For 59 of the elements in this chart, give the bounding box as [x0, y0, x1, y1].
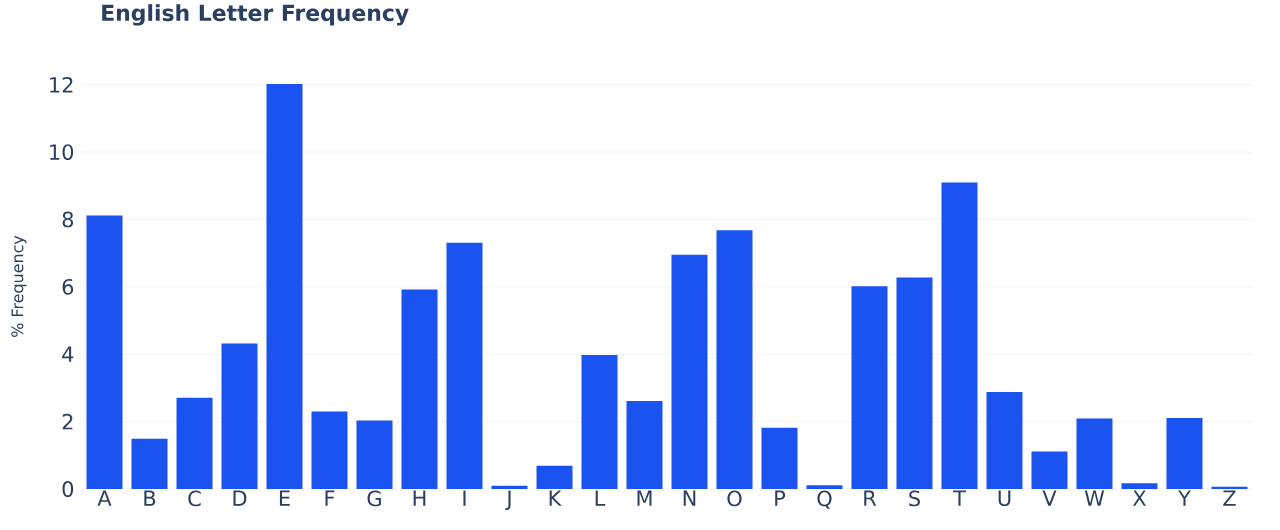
bar: [401, 289, 438, 489]
y-axis-title: % Frequency: [11, 235, 27, 337]
x-tick-label: C: [188, 490, 201, 507]
bar: [266, 83, 303, 489]
x-tick-label: R: [864, 490, 877, 506]
y-tick-label: 0: [62, 481, 74, 497]
bar: [446, 242, 483, 489]
bar: [311, 411, 348, 489]
bar: [671, 254, 708, 489]
bar: [131, 438, 168, 489]
x-tick-label: Y: [1178, 490, 1191, 506]
x-tick-label: D: [233, 490, 247, 506]
x-tick-label: V: [1042, 490, 1057, 506]
x-tick-label: H: [413, 490, 426, 506]
bar: [761, 427, 798, 489]
y-tick-label: 6: [62, 278, 74, 295]
bar: [806, 485, 843, 489]
bar: [86, 215, 123, 489]
y-tick-label: 8: [62, 211, 74, 228]
x-tick-label: S: [909, 490, 920, 507]
x-tick-label: B: [144, 490, 156, 506]
bar: [581, 354, 618, 489]
x-tick-label: U: [998, 490, 1011, 507]
bar: [941, 182, 978, 489]
x-tick-label: N: [683, 490, 696, 506]
x-tick-label: P: [775, 490, 786, 506]
y-tick-label: 10: [50, 144, 74, 160]
y-tick-label: 4: [62, 346, 74, 362]
x-tick-label: W: [1084, 490, 1105, 506]
bar: [356, 420, 393, 489]
x-tick-label: Q: [817, 490, 832, 509]
bar: [896, 277, 933, 489]
bar: [986, 391, 1023, 489]
bar: [851, 286, 888, 489]
chart-title: English Letter Frequency: [102, 4, 409, 26]
bar: [1166, 417, 1203, 489]
x-tick-label: I: [463, 490, 466, 506]
x-tick-label: K: [549, 490, 562, 506]
x-tick-label: M: [637, 490, 652, 506]
x-tick-label: Z: [1223, 490, 1236, 506]
x-tick-label: L: [595, 490, 606, 506]
x-tick-label: G: [367, 490, 381, 507]
x-tick-label: O: [727, 490, 742, 507]
bar: [1031, 451, 1068, 489]
y-tick-label: 2: [62, 413, 73, 430]
x-tick-label: E: [279, 490, 290, 506]
x-tick-label: X: [1132, 490, 1146, 506]
x-tick-label: T: [953, 490, 966, 506]
bar: [626, 401, 663, 489]
bar: [221, 343, 258, 489]
x-tick-label: J: [505, 490, 511, 510]
y-tick-label: 12: [50, 76, 73, 93]
bar: [536, 465, 573, 489]
x-tick-label: A: [97, 490, 112, 506]
bar: [716, 230, 753, 489]
bar: [1121, 483, 1158, 489]
bar: [176, 397, 213, 489]
x-tick-label: F: [325, 490, 335, 506]
bar: [1076, 418, 1113, 489]
